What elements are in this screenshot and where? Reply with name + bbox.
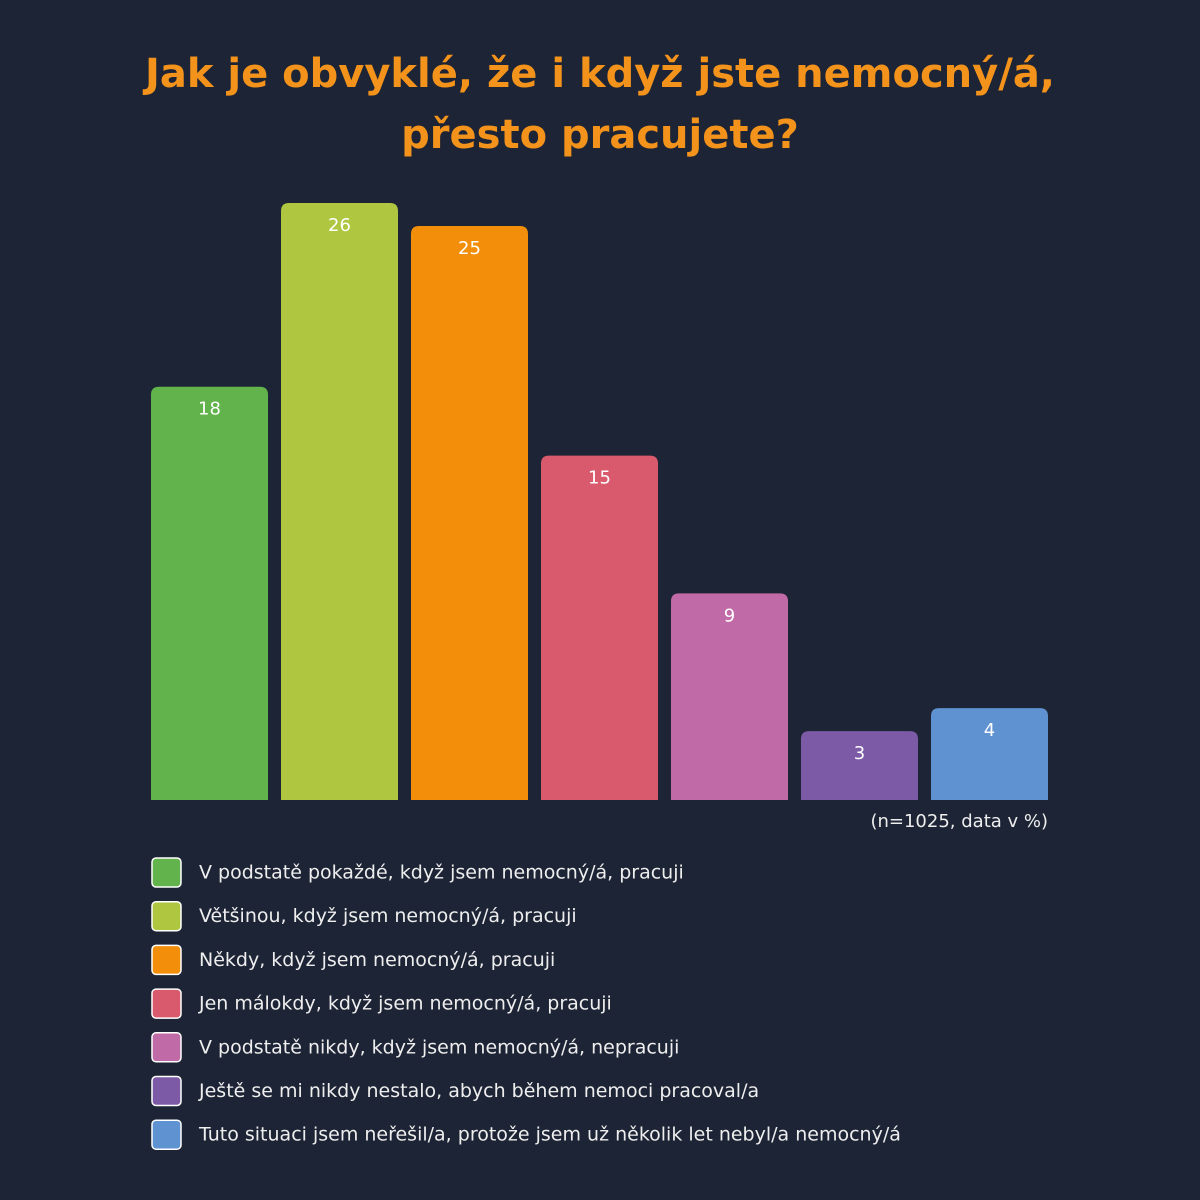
chart-title: Jak je obvyklé, že i když jste nemocný/á…	[142, 51, 1055, 97]
bar	[671, 593, 788, 800]
legend-swatch	[151, 1032, 182, 1063]
legend-swatch	[151, 900, 182, 932]
value-label: 26	[328, 215, 351, 236]
bar	[801, 731, 918, 800]
bar	[411, 225, 528, 800]
legend-label: Ještě se mi nikdy nestalo, abych během n…	[198, 1080, 759, 1102]
legend-swatch	[151, 857, 182, 888]
legend-label: Tuto situaci jsem neřešil/a, protože jse…	[198, 1124, 901, 1146]
legend-swatch	[151, 944, 182, 976]
value-label: 4	[984, 720, 995, 741]
legend-swatch	[151, 1119, 182, 1150]
bar	[281, 203, 398, 800]
legend-label: Jen málokdy, když jsem nemocný/á, pracuj…	[198, 993, 612, 1015]
value-label: 18	[198, 399, 221, 420]
legend-label: V podstatě pokaždé, když jsem nemocný/á,…	[199, 862, 684, 884]
legend-swatch	[151, 1075, 182, 1107]
note: (n=1025, data v %)	[870, 811, 1048, 832]
bar	[151, 386, 268, 800]
bar	[541, 455, 658, 800]
chart-title: přesto pracujete?	[401, 112, 799, 158]
value-label: 25	[458, 238, 481, 259]
value-label: 3	[854, 743, 865, 764]
value-label: 9	[724, 605, 735, 626]
legend-label: Většinou, když jsem nemocný/á, pracuji	[199, 905, 577, 927]
legend-swatch	[151, 988, 182, 1019]
value-label: 15	[588, 468, 611, 489]
legend-label: Někdy, když jsem nemocný/á, pracuji	[199, 949, 555, 971]
bar	[931, 708, 1048, 800]
legend-label: V podstatě nikdy, když jsem nemocný/á, n…	[199, 1036, 679, 1058]
